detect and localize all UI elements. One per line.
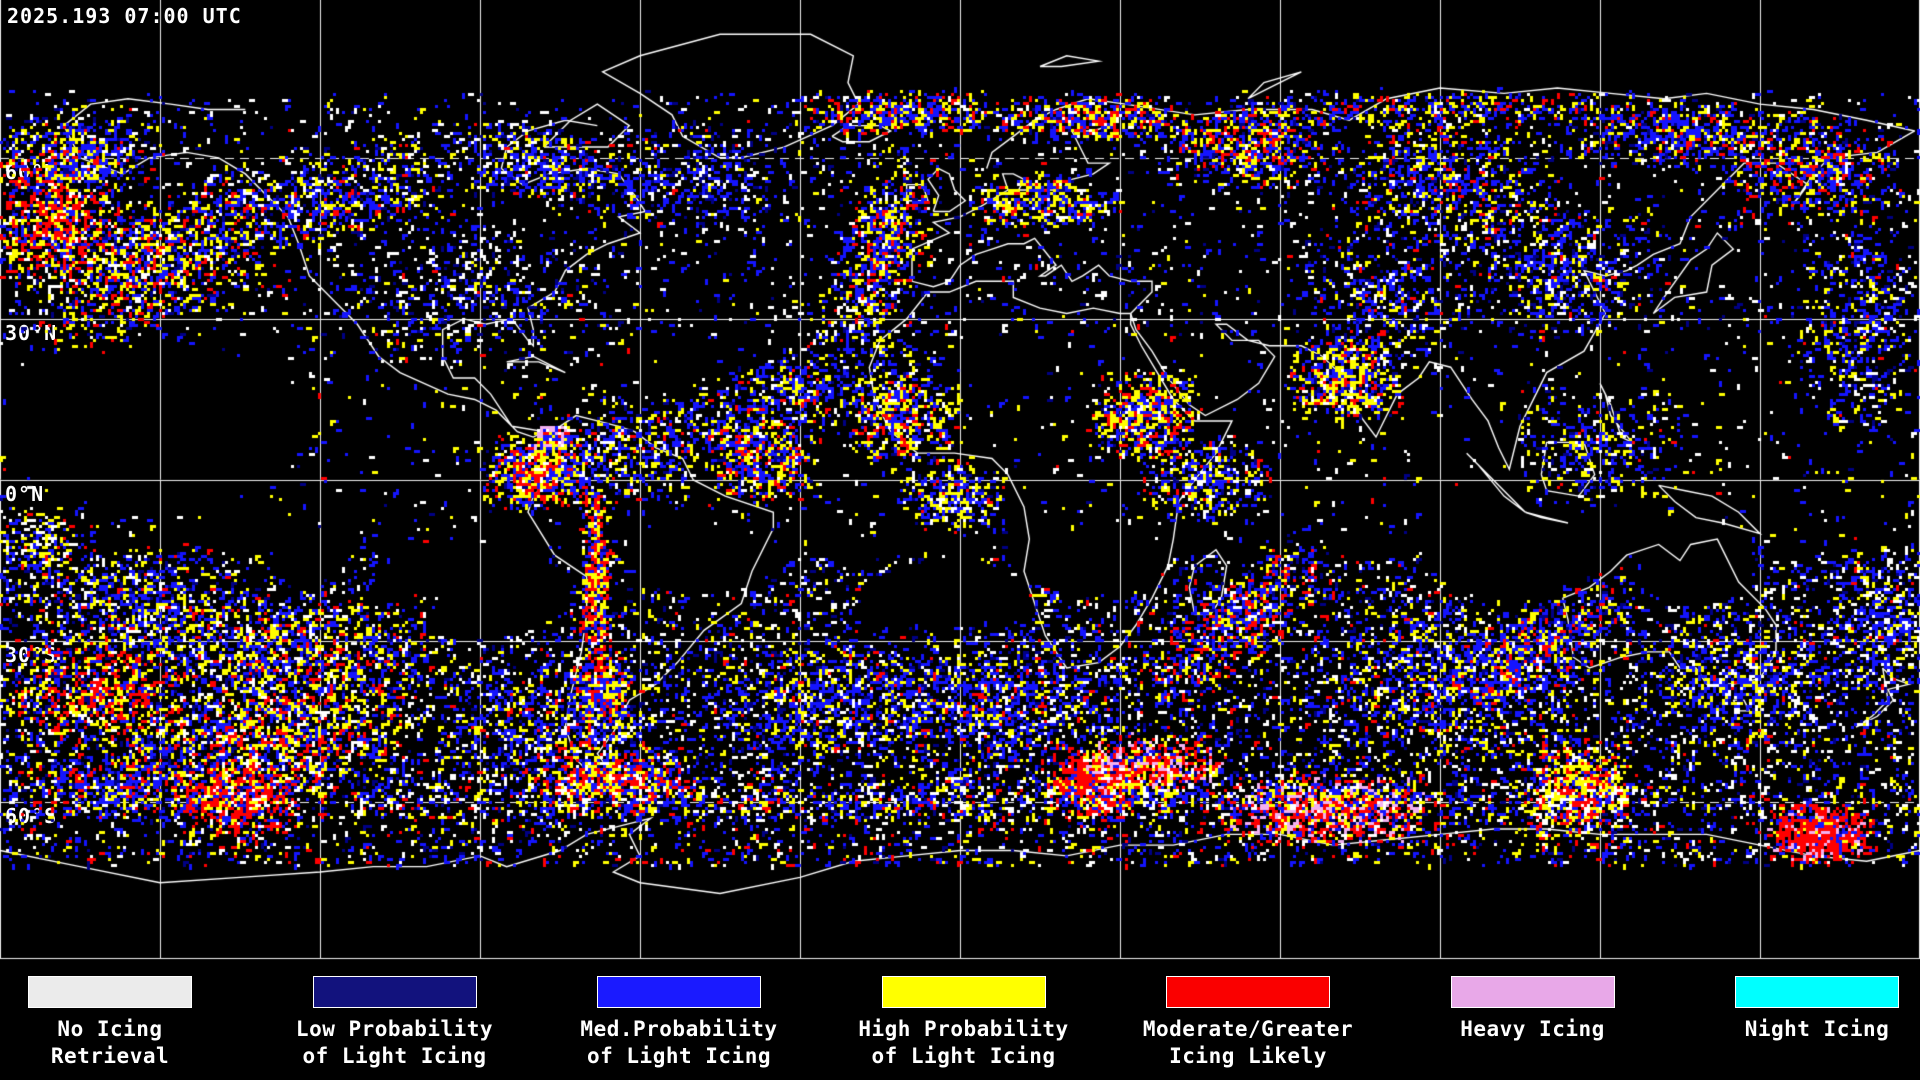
legend-item-med-prob-light-icing: Med.Probability of Light Icing	[529, 968, 829, 1070]
legend-item-night-icing: Night Icing	[1667, 968, 1920, 1043]
legend-swatch-moderate-greater-icing	[1166, 976, 1330, 1008]
legend-swatch-night-icing	[1735, 976, 1899, 1008]
legend-swatch-med-prob-light-icing	[597, 976, 761, 1008]
legend-label-med-prob-light-icing: of Light Icing	[586, 1044, 771, 1068]
legend-label-moderate-greater-icing: Moderate/Greater	[1142, 1017, 1354, 1041]
legend-swatch-high-prob-light-icing	[881, 976, 1046, 1008]
legend: No Icing Retrieval Low Probability of Light…	[0, 968, 1920, 1080]
legend-item-moderate-greater-icing: Moderate/Greater Icing Likely	[1098, 968, 1398, 1070]
legend-label-med-prob-light-icing: Med.Probability	[580, 1017, 778, 1041]
legend-label-no-icing-retrieval: Retrieval	[50, 1044, 170, 1068]
legend-label-night-icing: Night Icing	[1744, 1017, 1890, 1041]
legend-label-high-prob-light-icing: of Light Icing	[871, 1044, 1056, 1068]
legend-label-low-prob-light-icing: Low Probability	[295, 1017, 494, 1041]
icing-data-canvas	[0, 0, 1920, 960]
legend-item-low-prob-light-icing: Low Probability of Light Icing	[245, 968, 545, 1070]
timestamp: 2025.193 07:00 UTC	[7, 4, 242, 28]
legend-label-moderate-greater-icing: Icing Likely	[1169, 1044, 1327, 1068]
legend-item-high-prob-light-icing: High Probability of Light Icing	[814, 968, 1114, 1070]
legend-swatch-heavy-icing	[1450, 976, 1615, 1008]
legend-label-high-prob-light-icing: High Probability	[858, 1017, 1069, 1041]
legend-label-low-prob-light-icing: of Light Icing	[302, 1044, 487, 1068]
legend-item-heavy-icing: Heavy Icing	[1383, 968, 1683, 1043]
legend-item-no-icing-retrieval: No Icing Retrieval	[0, 968, 260, 1070]
legend-swatch-low-prob-light-icing	[312, 976, 477, 1008]
world-map: 60°N30°N0°N30°S60°S 2025.193 07:00 UTC	[0, 0, 1920, 960]
legend-swatch-no-icing-retrieval	[28, 976, 192, 1008]
legend-label-no-icing-retrieval: No Icing	[57, 1017, 163, 1041]
legend-label-heavy-icing: Heavy Icing	[1460, 1017, 1605, 1041]
